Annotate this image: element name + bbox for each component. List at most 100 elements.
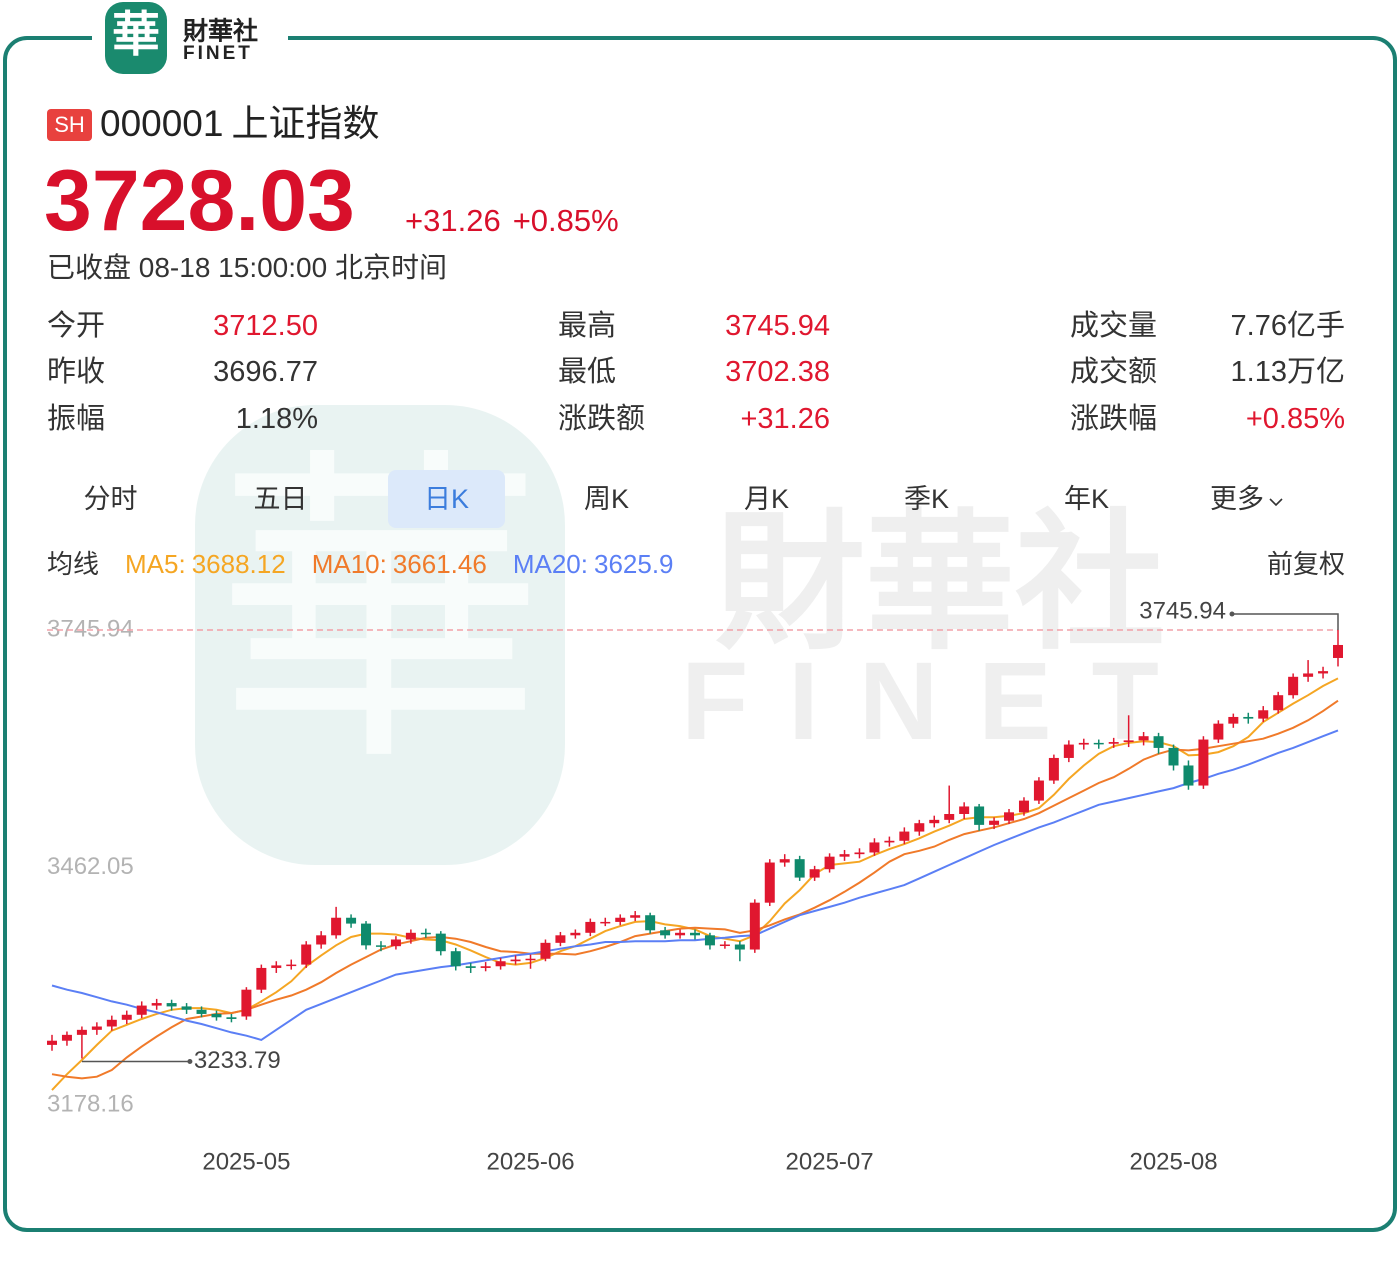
tab[interactable]: 周K [583, 484, 629, 514]
stat-label: 最低 [558, 356, 617, 388]
candle-body [256, 967, 267, 990]
candle-body [465, 966, 476, 968]
candle-body [854, 852, 865, 855]
candle-body [166, 1003, 177, 1007]
candle-body [615, 917, 626, 922]
brand-en: FINET [183, 43, 253, 64]
candle-body [1213, 723, 1224, 740]
candle-body [1048, 757, 1059, 781]
candle-body [1288, 676, 1299, 696]
change-pct: +0.85% [512, 203, 619, 238]
price-change: +31.26 +0.85% [405, 200, 619, 242]
candle-body [690, 932, 700, 936]
candle-body [1258, 710, 1269, 719]
watermark-brand-en: FINET [681, 640, 1199, 763]
legend-item: MA5: 3688.12 [125, 549, 286, 579]
stat-value: 3696.77 [213, 356, 318, 388]
candle-body [839, 854, 850, 857]
market-status: 已收盘 08-18 15:00:00 北京时间 [47, 252, 447, 283]
candle-body [1033, 780, 1044, 801]
candle-body [809, 869, 820, 878]
candle-body [555, 935, 566, 943]
exchange-badge: SH [47, 109, 92, 141]
legend-item: MA20: 3625.9 [513, 549, 674, 579]
candle-body [480, 966, 491, 968]
candle-body [375, 945, 386, 947]
chevron [1269, 498, 1283, 507]
candle-body [361, 923, 372, 946]
candle-body [450, 951, 461, 967]
candle-body [869, 842, 880, 853]
candle-body [346, 917, 357, 924]
candle-body [1063, 744, 1074, 758]
tab[interactable]: 五日 [253, 484, 308, 514]
candle-body [1318, 671, 1329, 674]
tab[interactable]: 年K [1063, 484, 1109, 514]
candle-body [1108, 742, 1119, 744]
y-tick-label: 3462.05 [47, 853, 134, 880]
candle-body [704, 935, 715, 946]
candle-body [121, 1014, 132, 1020]
tab[interactable]: 更多 [1210, 470, 1290, 528]
watermark-brand: 財華社 [715, 499, 1165, 667]
stat-label: 今开 [47, 310, 106, 342]
candle-body [734, 944, 745, 950]
legend-value: 3625.9 [593, 549, 674, 579]
candle-body [510, 959, 521, 962]
candle-body [540, 942, 551, 959]
ma-line [51, 677, 1339, 1091]
candle-body [1093, 742, 1104, 745]
candle-body [1168, 747, 1179, 766]
ma-line [51, 699, 1339, 1080]
candle-body [570, 932, 581, 936]
candle-body [764, 862, 775, 903]
change: +31.26 [405, 203, 501, 238]
candle-body [944, 813, 955, 820]
legend-name: MA5: [125, 549, 186, 579]
candle-body [914, 823, 925, 832]
adjust-mode[interactable]: 前复权 [1266, 549, 1345, 579]
candle-body [1303, 673, 1314, 677]
max-marker-dot [1229, 611, 1235, 617]
candle-body [1123, 740, 1134, 743]
legend-name: MA20: [512, 549, 588, 579]
y-tick-label: 3178.16 [47, 1090, 134, 1117]
candle-body [1004, 812, 1015, 821]
stat-value: 1.18% [235, 403, 318, 435]
candle-body [660, 930, 671, 936]
stat-label: 成交额 [1070, 356, 1158, 388]
security-title: 000001 上证指数 [100, 100, 379, 148]
candle-body [106, 1019, 117, 1027]
stat-label: 昨收 [47, 356, 106, 388]
candle-body [151, 1003, 162, 1006]
candle-body [929, 819, 940, 824]
candle-body [719, 944, 730, 947]
min-label: 3233.79 [194, 1047, 281, 1074]
stat-value: 3712.50 [213, 310, 318, 342]
candle-body [420, 932, 431, 935]
ma-legend: 均线 MA5: 3688.12 MA10: 3661.46 MA20: 3625.9 [47, 545, 674, 583]
tab[interactable]: 月K [743, 484, 789, 514]
candle-body [91, 1026, 102, 1030]
candle-body [974, 806, 985, 825]
tab[interactable]: 季K [903, 484, 949, 514]
stat-value: +31.26 [740, 403, 830, 435]
candle-body [136, 1005, 147, 1015]
candle-body [1198, 739, 1209, 786]
tab[interactable]: 日K [388, 470, 505, 528]
candle-body [959, 806, 970, 814]
candle-body [645, 915, 656, 931]
candle-body [181, 1006, 192, 1010]
candle-body [630, 915, 641, 918]
candle-body [286, 964, 297, 967]
card-border [3, 36, 1397, 1232]
candle-body [600, 921, 611, 924]
min-marker-dot [187, 1058, 193, 1064]
candle-body [884, 840, 895, 843]
tab[interactable]: 分时 [83, 484, 138, 514]
candle-body [1138, 736, 1149, 741]
security-code: 000001 [100, 103, 224, 144]
candle-body [1243, 716, 1254, 719]
x-tick-label: 2025-06 [486, 1148, 574, 1175]
